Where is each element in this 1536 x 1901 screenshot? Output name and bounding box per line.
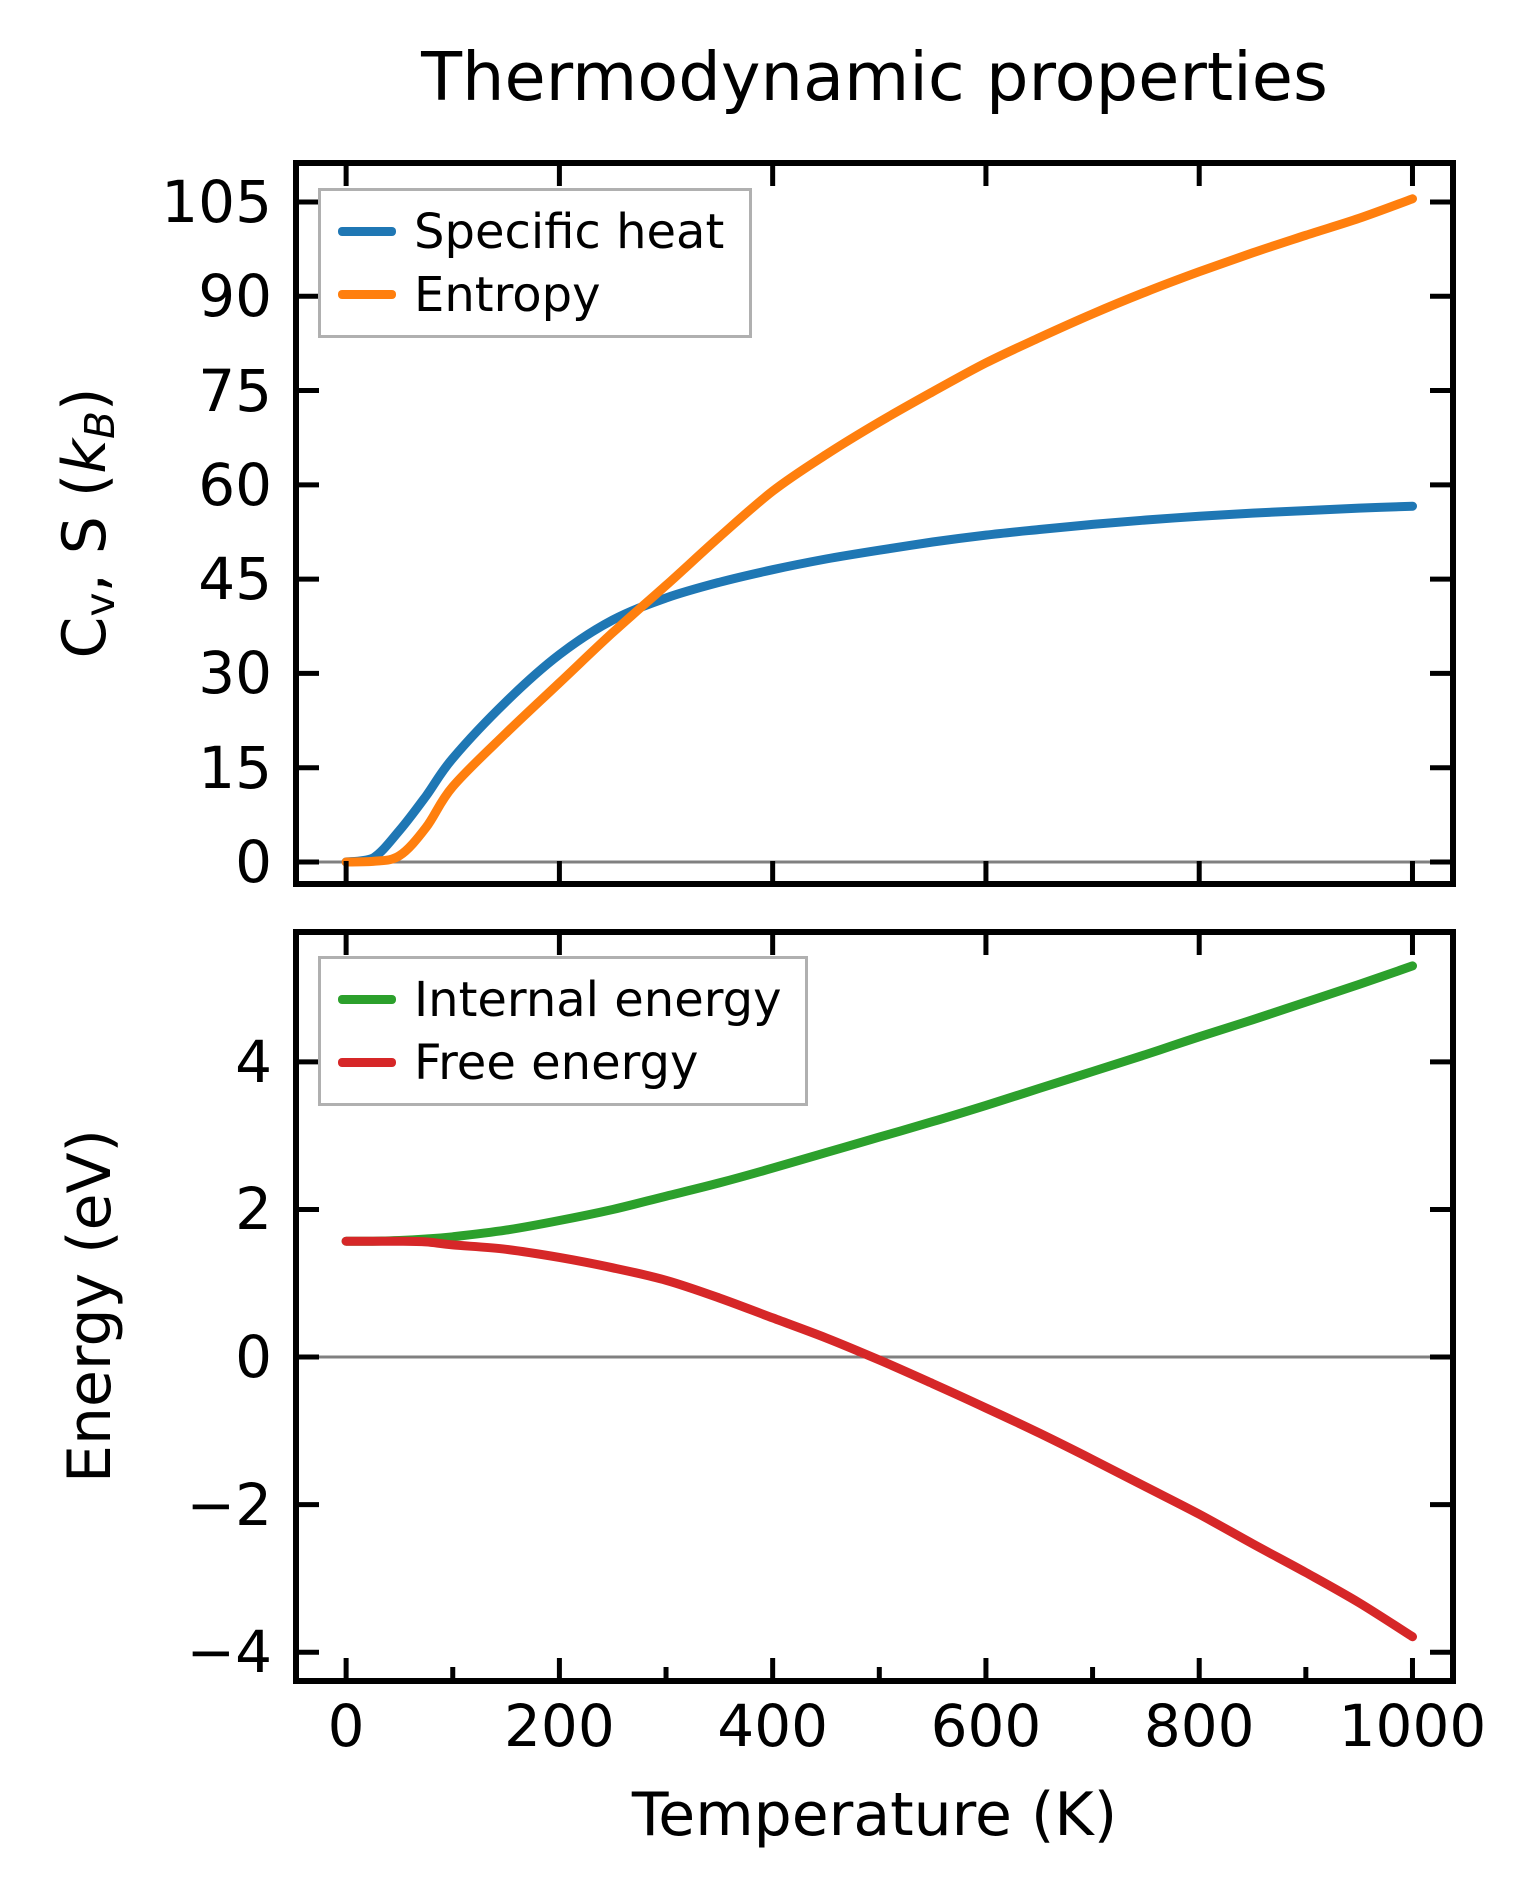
top-y-tick-label: 75 [198,356,272,425]
free-energy-line [341,1236,1417,1642]
legend-label-entropy: Entropy [414,266,601,323]
specific-heat-line-swatch [338,227,396,236]
top-y-tick-label: 45 [198,545,272,614]
x-tick-label: 0 [327,1692,365,1760]
bottom-legend: Internal energy Free energy [318,956,808,1106]
x-tick-label: 800 [1143,1692,1255,1760]
bottom-y-tick-label: −2 [186,1470,273,1539]
tick-marks [299,935,1450,1678]
legend-item-specific-heat: Specific heat [338,200,749,263]
top-y-tick-label: 15 [198,733,272,802]
top-y-tick-label: 105 [161,167,272,236]
entropy-line-swatch [338,290,396,299]
legend-item-entropy: Entropy [338,263,749,326]
legend-label-free-energy: Free energy [414,1034,699,1091]
top-y-tick-label: 90 [198,262,272,331]
bottom-plot [293,929,1456,1684]
tick-marks [299,166,1450,881]
internal-energy-line-swatch [338,995,396,1004]
bottom-y-tick-label: 4 [235,1027,272,1096]
bottom-y-tick-label: −4 [186,1618,273,1687]
internal-energy-line [341,961,1417,1246]
legend-label-specific-heat: Specific heat [414,203,725,260]
x-tick-label: 1000 [1338,1692,1487,1760]
top-y-tick-label: 30 [198,639,272,708]
legend-item-internal-energy: Internal energy [338,968,805,1031]
top-legend: Specific heat Entropy [318,188,752,338]
top-plot [293,160,1456,887]
bottom-y-tick-label: 2 [235,1175,272,1244]
axes-frame [293,160,1456,887]
axes-frame [293,929,1456,1684]
free-energy-line-swatch [338,1058,396,1067]
x-tick-label: 400 [717,1692,829,1760]
x-tick-label: 200 [504,1692,615,1760]
legend-item-free-energy: Free energy [338,1031,805,1094]
x-axis-label: Temperature (K) [631,1780,1118,1850]
entropy-line [341,194,1417,867]
legend-label-internal-energy: Internal energy [414,971,782,1028]
top-y-tick-label: 60 [198,450,272,519]
bottom-y-tick-label: 0 [235,1323,272,1392]
top-y-tick-label: 0 [235,827,272,896]
figure-title: Thermodynamic properties [421,38,1328,116]
x-tick-label: 600 [930,1692,1042,1760]
specific-heat-line [341,501,1417,867]
